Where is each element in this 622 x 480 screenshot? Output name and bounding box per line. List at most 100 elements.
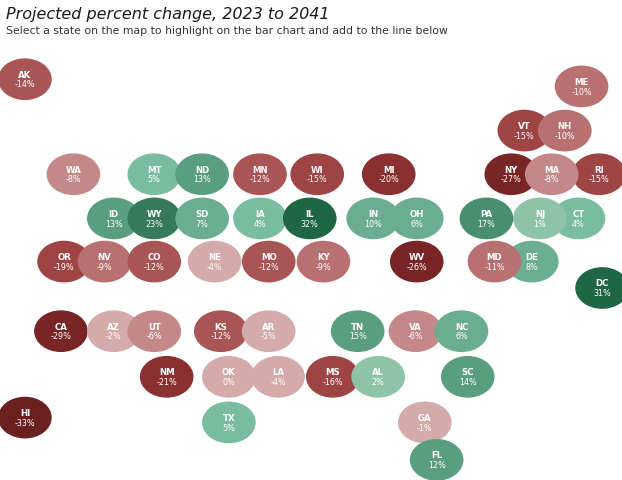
Circle shape [47,154,100,194]
Text: AL: AL [372,368,384,377]
Text: -15%: -15% [588,175,610,184]
Text: -12%: -12% [258,263,279,272]
Text: -29%: -29% [50,332,72,341]
Circle shape [297,241,350,282]
Text: ID: ID [109,210,119,219]
Circle shape [195,311,247,351]
Text: -10%: -10% [554,132,575,141]
Circle shape [468,241,521,282]
Text: -20%: -20% [378,175,399,184]
Text: -1%: -1% [417,423,433,432]
Text: KY: KY [317,253,330,262]
Circle shape [391,241,443,282]
Circle shape [389,311,442,351]
Circle shape [352,357,404,397]
Text: -2%: -2% [106,332,122,341]
Text: 4%: 4% [254,219,266,228]
Text: SC: SC [462,368,474,377]
Text: NV: NV [98,253,111,262]
Text: -12%: -12% [210,332,231,341]
Text: HI: HI [20,409,30,418]
Text: MO: MO [261,253,277,262]
Circle shape [442,357,494,397]
Text: -4%: -4% [270,378,286,387]
Text: GA: GA [418,414,432,423]
Circle shape [391,198,443,239]
Text: FL: FL [431,451,442,460]
Text: OK: OK [222,368,236,377]
Text: 0%: 0% [223,378,235,387]
Text: VT: VT [518,122,531,131]
Text: -12%: -12% [249,175,271,184]
Text: PA: PA [480,210,493,219]
Text: MT: MT [147,166,162,175]
Text: -21%: -21% [156,378,177,387]
Text: 32%: 32% [301,219,318,228]
Circle shape [399,402,451,443]
Text: MS: MS [325,368,340,377]
Circle shape [284,198,336,239]
Circle shape [243,311,295,351]
Text: -11%: -11% [484,263,505,272]
Circle shape [38,241,90,282]
Text: 6%: 6% [411,219,423,228]
Text: MI: MI [383,166,394,175]
Text: 12%: 12% [428,461,445,470]
Circle shape [573,154,622,194]
Text: 2%: 2% [372,378,384,387]
Text: -15%: -15% [514,132,535,141]
Text: -6%: -6% [146,332,162,341]
Text: -26%: -26% [406,263,427,272]
Text: VA: VA [409,323,422,332]
Text: -12%: -12% [144,263,165,272]
Text: -16%: -16% [322,378,343,387]
Circle shape [234,198,286,239]
Text: OR: OR [57,253,71,262]
Circle shape [78,241,131,282]
Text: -5%: -5% [261,332,277,341]
Text: 13%: 13% [105,219,123,228]
Circle shape [485,154,537,194]
Text: WY: WY [146,210,162,219]
Text: MA: MA [544,166,559,175]
Text: Projected percent change, 2023 to 2041: Projected percent change, 2023 to 2041 [6,7,330,22]
Circle shape [88,198,140,239]
Circle shape [128,198,180,239]
Text: 5%: 5% [148,175,160,184]
Text: SD: SD [195,210,209,219]
Text: 15%: 15% [349,332,366,341]
Text: ND: ND [195,166,209,175]
Text: 31%: 31% [593,289,611,298]
Text: RI: RI [594,166,604,175]
Circle shape [347,198,399,239]
Text: 14%: 14% [459,378,476,387]
Text: TN: TN [351,323,364,332]
Text: AR: AR [262,323,276,332]
Text: 6%: 6% [455,332,468,341]
Text: 1%: 1% [534,219,546,228]
Text: DC: DC [595,279,609,288]
Text: CO: CO [147,253,161,262]
Text: NY: NY [504,166,518,175]
Circle shape [291,154,343,194]
Text: 4%: 4% [572,219,585,228]
Text: IL: IL [305,210,314,219]
Text: -6%: -6% [407,332,424,341]
Text: 10%: 10% [364,219,382,228]
Text: CA: CA [55,323,67,332]
Text: NM: NM [159,368,175,377]
Circle shape [435,311,488,351]
Text: DE: DE [526,253,538,262]
Circle shape [0,59,51,99]
Circle shape [0,397,51,438]
Text: -4%: -4% [207,263,223,272]
Text: WI: WI [311,166,323,175]
Text: AZ: AZ [108,323,120,332]
Text: -27%: -27% [501,175,522,184]
Circle shape [307,357,359,397]
Text: 5%: 5% [223,423,235,432]
Circle shape [128,241,180,282]
Text: IA: IA [255,210,265,219]
Circle shape [363,154,415,194]
Circle shape [203,357,255,397]
